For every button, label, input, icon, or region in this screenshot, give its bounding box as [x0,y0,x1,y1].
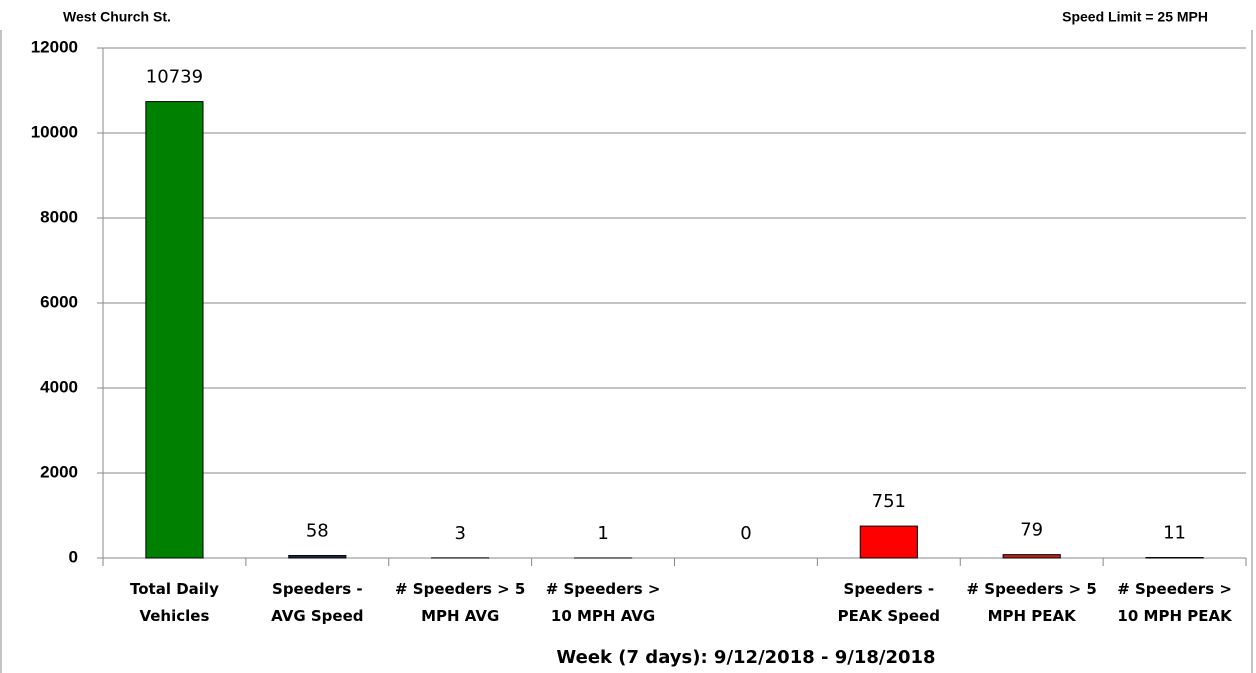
x-tick-label: # Speeders > 10 MPH AVG [545,580,661,625]
bar [288,555,347,559]
bar [145,101,204,559]
data-label: 79 [1020,520,1043,541]
y-tick-label: 0 [69,547,78,566]
y-tick-label: 2000 [40,462,78,481]
data-label: 10739 [146,67,203,88]
bar [1002,554,1061,559]
data-label: 1 [597,523,608,544]
x-tick-label: # Speeders > 5 MPH PEAK [966,580,1097,625]
bar [859,525,918,559]
x-tick-label: Speeders - PEAK Speed [837,580,940,625]
data-label: 58 [306,521,329,542]
y-tick-label: 8000 [40,207,78,226]
chart-title: West Church St. [63,9,171,25]
data-label: 751 [872,491,906,512]
y-tick-label: 6000 [40,292,78,311]
x-axis-label: Week (7 days): 9/12/2018 - 9/18/2018 [556,647,935,668]
x-tick-label: # Speeders > 5 MPH AVG [395,580,526,625]
y-tick-label: 12000 [31,37,78,56]
y-tick-label: 10000 [31,122,78,141]
y-tick-label: 4000 [40,377,78,396]
x-tick-label: Total Daily Vehicles [130,580,219,625]
x-tick-label: Speeders - AVG Speed [271,580,364,625]
x-tick-label: # Speeders > 10 MPH PEAK [1117,580,1232,625]
data-label: 3 [454,523,465,544]
chart-subtitle: Speed Limit = 25 MPH [1062,9,1208,25]
data-label: 0 [740,523,751,544]
data-label: 11 [1163,523,1186,544]
